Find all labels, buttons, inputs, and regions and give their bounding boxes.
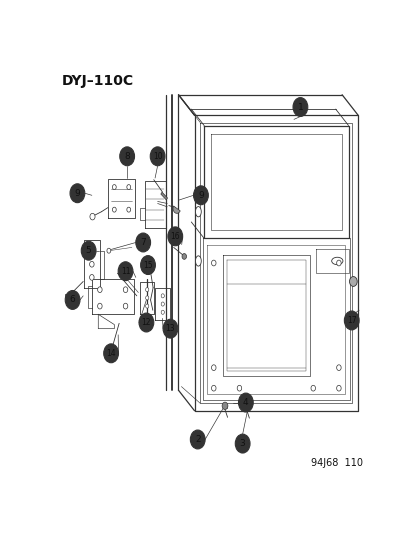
Text: 6: 6: [69, 295, 75, 304]
Circle shape: [123, 303, 128, 309]
Text: 94J68  110: 94J68 110: [310, 458, 362, 468]
Text: 16: 16: [170, 232, 180, 241]
Text: 13: 13: [165, 324, 175, 333]
Circle shape: [135, 233, 150, 252]
Circle shape: [222, 402, 227, 409]
Text: 9: 9: [197, 191, 203, 200]
Circle shape: [145, 304, 148, 308]
Circle shape: [140, 256, 155, 274]
Circle shape: [104, 344, 118, 363]
Circle shape: [182, 254, 186, 260]
Text: 3: 3: [239, 439, 245, 448]
Circle shape: [336, 260, 340, 266]
Text: 2: 2: [195, 435, 200, 444]
Circle shape: [235, 434, 249, 453]
Circle shape: [237, 385, 241, 391]
Circle shape: [126, 207, 131, 212]
Circle shape: [145, 288, 148, 292]
Text: 1: 1: [297, 102, 303, 111]
Circle shape: [190, 430, 204, 449]
Circle shape: [349, 277, 356, 286]
Circle shape: [243, 403, 249, 410]
Circle shape: [89, 274, 94, 280]
Circle shape: [65, 290, 80, 309]
Circle shape: [150, 147, 165, 166]
Circle shape: [123, 287, 128, 293]
Circle shape: [139, 313, 153, 332]
Circle shape: [336, 365, 340, 370]
Circle shape: [163, 319, 178, 338]
Circle shape: [70, 184, 85, 203]
Bar: [64, 294, 72, 297]
Ellipse shape: [195, 256, 201, 266]
Circle shape: [336, 385, 340, 391]
Text: 14: 14: [106, 349, 116, 358]
Bar: [161, 192, 167, 200]
Text: 9: 9: [74, 189, 80, 198]
Circle shape: [89, 261, 94, 267]
Circle shape: [193, 186, 208, 205]
Text: 17: 17: [346, 316, 356, 325]
Text: 12: 12: [141, 318, 151, 327]
Circle shape: [211, 260, 216, 266]
Ellipse shape: [331, 257, 342, 265]
Circle shape: [145, 296, 148, 300]
Text: 10: 10: [152, 152, 162, 161]
Circle shape: [112, 207, 116, 212]
Circle shape: [161, 310, 164, 314]
Circle shape: [97, 303, 102, 309]
Text: DYJ–110C: DYJ–110C: [61, 74, 133, 88]
Circle shape: [344, 311, 358, 330]
Text: 4: 4: [242, 398, 248, 407]
Circle shape: [107, 248, 111, 253]
Circle shape: [211, 365, 216, 370]
Circle shape: [161, 294, 164, 298]
Circle shape: [168, 227, 182, 246]
Wedge shape: [173, 206, 180, 213]
Circle shape: [292, 98, 307, 117]
Circle shape: [90, 213, 95, 220]
Circle shape: [211, 385, 216, 391]
Circle shape: [112, 184, 116, 190]
Circle shape: [161, 302, 164, 306]
Circle shape: [81, 241, 96, 260]
Circle shape: [119, 147, 134, 166]
Circle shape: [118, 262, 133, 281]
Text: 15: 15: [143, 261, 152, 270]
Text: 5: 5: [85, 246, 91, 255]
Circle shape: [89, 248, 94, 254]
Circle shape: [126, 184, 131, 190]
Text: 7: 7: [140, 238, 146, 247]
Text: 8: 8: [124, 152, 130, 161]
Text: 11: 11: [121, 266, 130, 276]
Ellipse shape: [195, 207, 201, 217]
Wedge shape: [107, 349, 114, 354]
Circle shape: [97, 287, 102, 293]
Circle shape: [238, 393, 253, 412]
Circle shape: [310, 385, 315, 391]
